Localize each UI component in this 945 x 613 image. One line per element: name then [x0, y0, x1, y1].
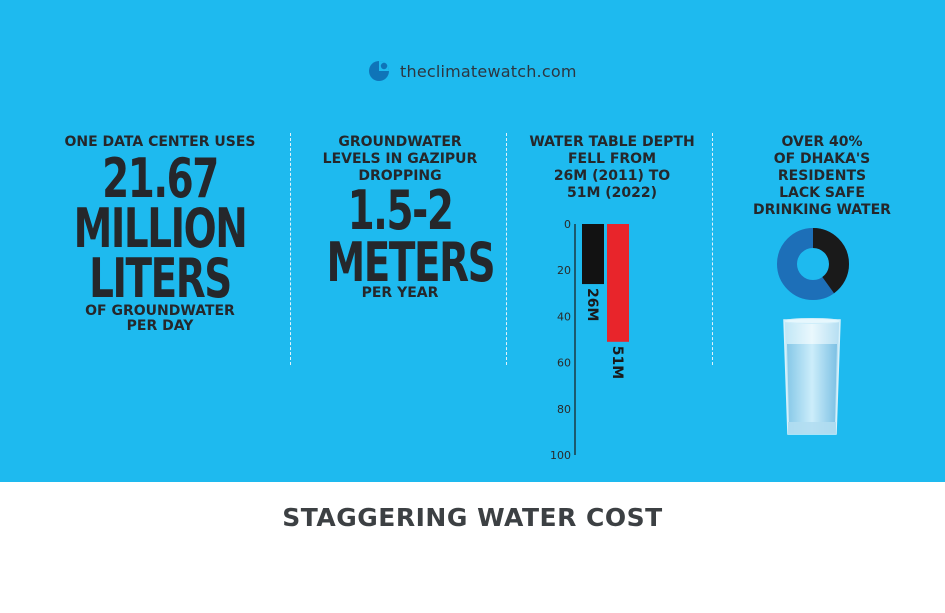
- stat-heading-line4: 51M (2022): [566, 185, 658, 201]
- stat-unit-line1: MILLION: [73, 197, 248, 260]
- stat-unit: METERS: [326, 231, 496, 294]
- stat-sub-line1: OF GROUNDWATER: [85, 303, 235, 319]
- bar-data-label: 51M: [609, 346, 625, 379]
- stat-heading-line2: OF DHAKA'S: [773, 151, 871, 167]
- stat-data-center: ONE DATA CENTER USES 21.67 MILLION LITER…: [40, 134, 280, 335]
- water-glass-icon: [783, 318, 841, 435]
- site-logo[interactable]: theclimatewatch.com: [368, 58, 608, 84]
- stat-heading-line1: WATER TABLE DEPTH: [529, 134, 695, 150]
- y-tick-label: 40: [557, 310, 571, 323]
- site-url-text: theclimatewatch.com: [400, 61, 577, 81]
- stat-heading: ONE DATA CENTER USES: [64, 134, 256, 150]
- stat-heading-line3: RESIDENTS: [777, 168, 867, 184]
- stat-heading-line1: OVER 40%: [781, 134, 863, 150]
- footer-title: STAGGERING WATER COST: [282, 503, 663, 532]
- stat-heading-line1: GROUNDWATER: [338, 134, 462, 150]
- stat-unit-line2: LITERS: [89, 247, 232, 310]
- bar-2011: [582, 224, 604, 285]
- water-depth-chart: 0 20 40 60 80 100 26M 51M: [550, 218, 629, 462]
- stat-heading-line4: LACK SAFE: [779, 185, 865, 201]
- stat-sub: PER YEAR: [361, 285, 439, 301]
- y-tick-label: 60: [557, 357, 571, 370]
- stat-dhaka-residents: OVER 40% OF DHAKA'S RESIDENTS LACK SAFE …: [722, 134, 922, 219]
- y-tick-label: 80: [557, 403, 571, 416]
- stat-number: 21.67: [102, 147, 219, 210]
- stat-heading-line3: 26M (2011) TO: [553, 168, 671, 184]
- stat-heading-line2: LEVELS IN GAZIPUR: [322, 151, 478, 167]
- stat-heading-line2: FELL FROM: [567, 151, 657, 167]
- stat-heading-line5: DRINKING WATER: [753, 202, 891, 218]
- donut-dark-segment: [777, 228, 849, 300]
- column-divider: [506, 133, 507, 365]
- y-tick-label: 100: [550, 449, 571, 462]
- stat-water-table: WATER TABLE DEPTH FELL FROM 26M (2011) T…: [514, 134, 710, 202]
- stat-sub-line2: PER DAY: [126, 318, 194, 334]
- stat-heading-line3: DROPPING: [358, 168, 442, 184]
- stat-groundwater-levels: GROUNDWATER LEVELS IN GAZIPUR DROPPING 1…: [298, 134, 502, 302]
- bar-data-label: 26M: [584, 288, 600, 321]
- y-tick-label: 0: [564, 218, 571, 231]
- column-divider: [290, 133, 291, 365]
- bar-2022: [607, 224, 629, 342]
- globe-icon: [369, 61, 389, 81]
- donut-chart-icon: [777, 228, 849, 300]
- stat-number: 1.5-2: [347, 179, 454, 242]
- column-divider: [712, 133, 713, 365]
- y-tick-label: 20: [557, 264, 571, 277]
